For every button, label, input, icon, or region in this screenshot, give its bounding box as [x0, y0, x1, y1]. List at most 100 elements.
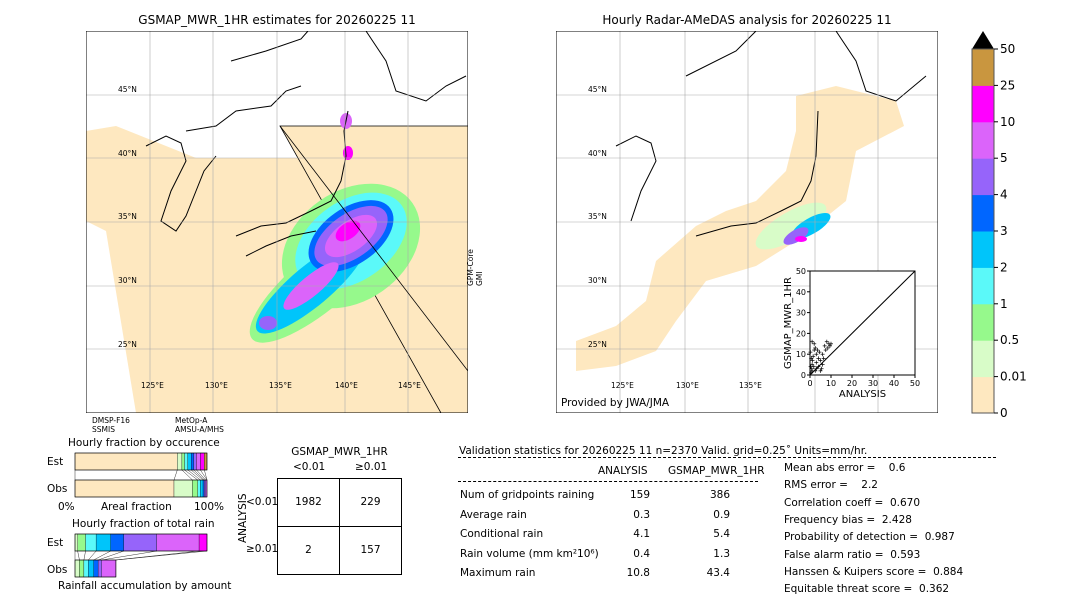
scatter-inset: 0 10 20 30 40 50 0 10 20 30 40 50 ANALYSIS GSMAP_MWR_…	[783, 267, 920, 400]
est-bar-segment	[110, 533, 124, 552]
scatter-point	[813, 345, 818, 350]
x-tick-label: 50	[910, 379, 920, 388]
connector-line	[200, 469, 208, 481]
colorbar-tick-label: 2	[1000, 260, 1008, 274]
lat-label: 45°N	[118, 85, 137, 94]
stats-row-gsmap: 386	[709, 489, 730, 501]
connector-line	[173, 469, 178, 481]
stats-row-label: Num of gridpoints raining	[460, 489, 595, 501]
obs-bar-segment	[93, 559, 99, 578]
obs-bar-segment	[192, 479, 198, 498]
stats-col-gsmap: GSMAP_MWR_1HR	[668, 465, 765, 477]
obs-bar-segment	[173, 479, 193, 498]
occurrence-bars	[74, 452, 208, 498]
diagonal-line	[809, 270, 916, 376]
lat-label: 25°N	[118, 340, 137, 349]
colorbar-segment	[972, 231, 994, 268]
cell: 157	[360, 544, 381, 556]
est-bar-segment	[177, 452, 183, 471]
stats-row-gsmap: 43.4	[706, 567, 730, 579]
scatter-point	[829, 341, 833, 346]
lon-label: 130°E	[205, 381, 228, 390]
stats-row-analysis: 10.8	[626, 567, 650, 579]
stats-row-analysis: 4.1	[633, 528, 650, 540]
occurrence-x-right: 100%	[194, 501, 225, 513]
colorbar-segment	[972, 303, 994, 341]
score-line: Hanssen & Kuipers score = 0.884	[784, 565, 964, 578]
occurrence-obs-label: Obs	[47, 483, 68, 495]
scatter-point	[818, 358, 823, 363]
contingency-row-lt: <0.01	[246, 496, 279, 508]
contingency-title: GSMAP_MWR_1HR	[291, 446, 388, 458]
lat-label: 25°N	[588, 340, 607, 349]
connector-line	[77, 550, 80, 561]
y-tick-label: 20	[796, 329, 806, 338]
score-line: Mean abs error = 0.6	[784, 462, 906, 474]
contingency-col-ge: ≥0.01	[355, 461, 388, 473]
x-tick-label: 30	[868, 379, 878, 388]
colorbar-segment	[972, 194, 994, 232]
connector-line	[83, 550, 86, 561]
scatter-point	[815, 348, 820, 353]
stats-row-analysis: 159	[629, 489, 650, 501]
obs-bar-segment	[97, 559, 102, 578]
lat-label: 30°N	[118, 276, 137, 285]
score-line: False alarm ratio = 0.593	[784, 548, 921, 561]
obs-bar-segment	[101, 559, 117, 578]
x-tick-label: 0	[807, 379, 812, 388]
stats-col-analysis: ANALYSIS	[598, 465, 648, 477]
obs-bar-segment	[200, 479, 204, 498]
connector-line	[115, 550, 208, 561]
sensor-label-metop: MetOp-A AMSU-A/MHS	[175, 416, 224, 434]
est-bar-segment	[123, 533, 157, 552]
colorbar-segment	[972, 340, 994, 378]
lat-label: 40°N	[118, 149, 137, 158]
y-tick-label: 0	[801, 371, 806, 380]
est-bar-segment	[85, 533, 97, 552]
scatter-point	[810, 362, 815, 367]
obs-bar-frame	[74, 479, 208, 498]
est-bar-segment	[74, 452, 178, 471]
connector-line	[93, 550, 111, 561]
coastlines	[145, 31, 467, 257]
colorbar-segment	[972, 158, 994, 196]
colorbar-tick-label: 0	[1000, 406, 1008, 420]
y-tick-label: 10	[796, 350, 806, 359]
stats-row-gsmap: 1.3	[713, 547, 730, 560]
scatter-point	[825, 345, 830, 350]
scatter-point	[819, 366, 824, 371]
cell: 2	[305, 544, 312, 556]
stats-row-analysis: 0.4	[633, 547, 650, 560]
connector-line	[193, 469, 205, 481]
x-tick-label: 10	[826, 379, 836, 388]
score-line: RMS error = 2.2	[784, 479, 878, 492]
stats-row-gsmap: 0.9	[713, 508, 730, 521]
obs-bar-segment	[88, 559, 94, 578]
stats-row-gsmap: 5.4	[713, 528, 730, 540]
connector-line	[204, 469, 208, 481]
connector-line	[88, 550, 97, 561]
scatter-point	[811, 354, 816, 359]
lon-label: 135°E	[269, 381, 292, 390]
stats-row-label: Maximum rain	[460, 567, 536, 579]
est-bar-segment	[184, 452, 189, 471]
right-map-title: Hourly Radar-AMeDAS analysis for 2026022…	[602, 13, 892, 27]
scatter-point	[809, 370, 814, 375]
scatter-point	[814, 366, 819, 371]
left-map-title: GSMAP_MWR_1HR estimates for 20260225 11	[138, 13, 416, 27]
obs-bar-segment	[83, 559, 89, 578]
lat-label: 30°N	[588, 276, 607, 285]
colorbar-tick-label: 3	[1000, 224, 1008, 238]
colorbar-segment	[972, 121, 994, 159]
y-tick-label: 30	[796, 309, 806, 318]
scatter-point	[827, 343, 832, 348]
scatter-point	[810, 339, 815, 344]
stats-row-label: Rain volume (mm km²10⁶)	[460, 547, 599, 560]
divider	[458, 457, 996, 458]
analysis-domain	[576, 86, 904, 371]
left-map	[86, 31, 468, 413]
est-bar-segment	[187, 452, 192, 471]
cell: 229	[360, 496, 381, 508]
scatter-point	[822, 343, 827, 348]
est-bar-segment	[198, 533, 208, 552]
